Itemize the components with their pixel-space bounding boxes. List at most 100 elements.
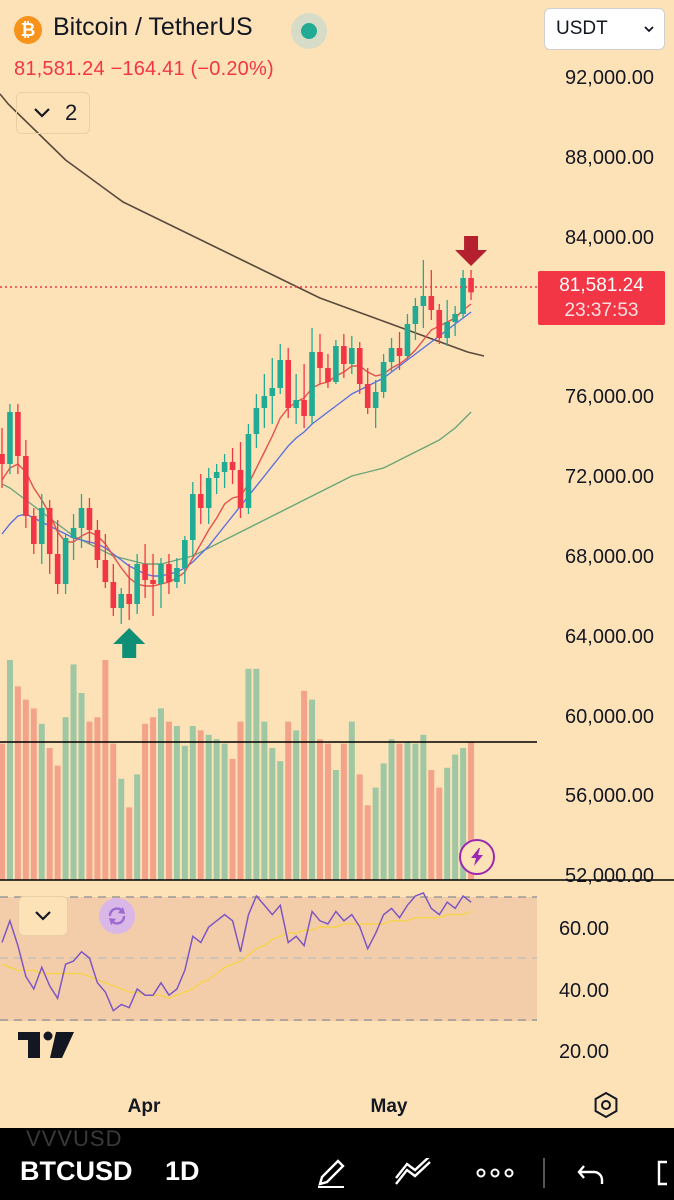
volume-bar <box>428 770 435 880</box>
time-tick-apr: Apr <box>128 1096 161 1117</box>
volume-bar <box>412 743 419 880</box>
volume-bar <box>444 767 451 880</box>
rsi-collapse-button[interactable] <box>18 896 68 936</box>
market-status-icon[interactable] <box>291 13 327 49</box>
candle-body <box>396 348 403 356</box>
sell-arrow-icon <box>455 236 488 266</box>
time-tick-may: May <box>371 1096 408 1117</box>
symbol-button[interactable]: BTCUSD <box>20 1156 133 1186</box>
time-axis: Apr May <box>128 1096 408 1117</box>
volume-bar <box>54 765 61 880</box>
candle-body <box>118 594 125 608</box>
volume-bar <box>317 739 323 880</box>
settings-icon[interactable] <box>594 1091 618 1119</box>
volume-bar <box>173 726 180 880</box>
volume-bar <box>126 807 133 880</box>
candle-body <box>428 296 435 310</box>
chart-canvas[interactable]: 92,000.00 88,000.00 84,000.00 76,000.00 … <box>0 0 674 1128</box>
volume-bar <box>229 759 236 880</box>
volume-bar <box>261 721 268 880</box>
candle-body <box>388 348 395 362</box>
volume-bar <box>404 741 411 880</box>
rsi-tick: 40.00 <box>559 980 609 1002</box>
ma-line <box>0 93 485 357</box>
volume-bar <box>396 743 403 880</box>
pair-title[interactable]: Bitcoin / TetherUS <box>53 13 253 41</box>
watermark-text: VVVUSD <box>26 1126 123 1151</box>
refresh-icon[interactable] <box>99 898 135 934</box>
volume-bar <box>30 708 37 880</box>
candle-body <box>333 346 339 382</box>
volume-bar <box>356 774 363 880</box>
volume-bar <box>46 748 53 880</box>
indicator-count: 2 <box>65 100 78 125</box>
candle-body <box>197 494 204 508</box>
indicators-collapse-button[interactable]: 2 <box>16 92 90 134</box>
buy-arrow-icon <box>113 628 146 658</box>
volume-bar <box>118 778 125 880</box>
candle-body <box>372 392 379 408</box>
pencil-icon[interactable] <box>308 1150 354 1196</box>
candle-body <box>380 362 387 392</box>
candle-body <box>229 462 236 470</box>
moving-averages <box>0 93 485 587</box>
candle-body <box>277 360 284 388</box>
candle-body <box>245 434 252 508</box>
fullscreen-icon[interactable] <box>640 1150 674 1196</box>
volume-bar <box>364 805 371 880</box>
bar-countdown: 23:37:53 <box>564 300 639 321</box>
candle-body <box>285 360 291 408</box>
volume-bar <box>388 739 395 880</box>
volume-bar <box>150 717 157 880</box>
rsi-tick: 20.00 <box>559 1041 609 1063</box>
candle-body <box>62 538 69 584</box>
volume-bar <box>134 774 141 880</box>
candle-body <box>468 278 474 293</box>
volume-bar <box>245 668 252 880</box>
candle-body <box>15 412 21 456</box>
volume-bar <box>468 741 475 880</box>
volume-bar <box>213 739 220 880</box>
ma-line <box>1 311 472 577</box>
candle-body <box>317 352 323 368</box>
candle-body <box>213 472 220 478</box>
candle-body <box>404 324 411 356</box>
candle-body <box>7 412 13 464</box>
candle-body <box>38 508 45 544</box>
candle-body <box>325 368 331 382</box>
currency-value: USDT <box>556 18 608 39</box>
volume-bar <box>205 734 212 880</box>
candle-body <box>237 470 244 508</box>
candle-body <box>444 322 450 338</box>
volume-bar <box>332 770 339 880</box>
last-price-label: 81,581.24 23:37:53 <box>538 271 665 325</box>
interval-button[interactable]: 1D <box>165 1156 200 1186</box>
candle-body <box>23 456 29 516</box>
drawing-tools-icon[interactable] <box>390 1150 436 1196</box>
volume-bar <box>324 743 331 880</box>
lightning-icon[interactable] <box>459 839 495 875</box>
candle-body <box>349 348 355 364</box>
candle-body <box>134 564 140 604</box>
rsi-axis: 60.00 40.00 20.00 <box>559 918 609 1063</box>
undo-icon[interactable] <box>568 1150 614 1196</box>
price-tick: 84,000.00 <box>565 227 654 249</box>
candles <box>0 260 474 624</box>
candle-body <box>94 530 101 560</box>
more-icon[interactable] <box>472 1150 518 1196</box>
rsi-lines <box>1 891 472 1012</box>
volume-bar <box>181 745 188 880</box>
chevron-down-icon <box>644 25 654 32</box>
price-tick: 60,000.00 <box>565 706 654 728</box>
price-axis: 92,000.00 88,000.00 84,000.00 76,000.00 … <box>565 67 654 887</box>
currency-select[interactable]: USDT <box>544 8 665 50</box>
volume-bar <box>14 686 21 880</box>
chevron-down-icon <box>35 911 51 921</box>
candle-body <box>412 306 419 324</box>
volume-bar <box>0 743 5 880</box>
price-tick: 64,000.00 <box>565 626 654 648</box>
ma-line <box>1 303 472 587</box>
candle-body <box>182 540 188 568</box>
volume-bar <box>269 748 276 880</box>
volume-bar <box>372 787 379 880</box>
